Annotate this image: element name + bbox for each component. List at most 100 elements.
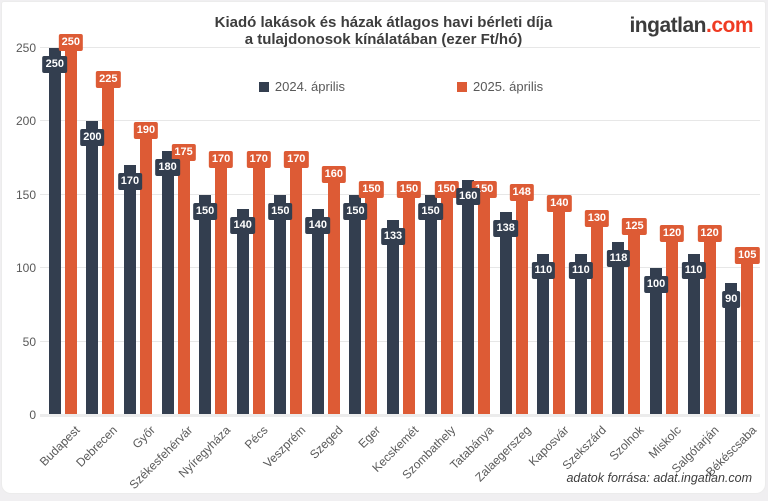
value-label-2025-székesfehérvár: 175 <box>171 144 196 162</box>
bar-group-debrecen: 225 200 Debrecen <box>74 48 121 470</box>
bar-2024-zalaegerszeg <box>499 212 512 415</box>
bar-2025-szeged <box>327 180 340 415</box>
bar-2024-szeged <box>311 209 324 415</box>
source-note: adatok forrása: adat.ingatlan.com <box>566 471 752 485</box>
x-label-győr: Győr <box>129 423 158 452</box>
logo-suffix-text: .com <box>705 14 754 37</box>
value-label-2025-kecskemét: 150 <box>396 180 422 198</box>
value-label-2025-szolnok: 125 <box>622 217 647 235</box>
bar-2025-székesfehérvár <box>177 158 190 415</box>
value-label-2025-veszprém: 170 <box>284 151 309 169</box>
bar-2024-tatabánya <box>462 180 475 415</box>
value-label-2024-székesfehérvár: 180 <box>155 158 180 176</box>
bar-2025-tatabánya <box>478 194 491 415</box>
bar-2025-eger <box>365 194 378 415</box>
value-label-2025-kaposvár: 140 <box>547 195 572 213</box>
legend-label-2024: 2024. április <box>274 79 345 94</box>
value-label-2025-szekszárd: 130 <box>584 210 610 228</box>
bar-2024-szombathely <box>424 194 437 415</box>
legend: 2024. április 2025. április <box>44 79 758 94</box>
value-label-2024-debrecen: 200 <box>80 129 105 147</box>
bar-2024-salgótarján <box>687 253 700 415</box>
value-label-2025-salgótarján: 120 <box>697 224 722 242</box>
value-label-2024-kaposvár: 110 <box>531 261 556 279</box>
gridline-50 <box>40 340 760 342</box>
plot-area: 2024. április 2025. április 250 250 Budape… <box>16 34 760 492</box>
value-label-2025-békéscsaba: 105 <box>735 246 760 264</box>
y-tick-50: 50 <box>22 334 36 349</box>
bar-2025-szombathely <box>440 194 453 415</box>
bar-2025-békéscsaba <box>741 260 754 415</box>
bar-group-zalaegerszeg: 148 138 Zalaegerszeg <box>472 48 534 484</box>
bar-group-békéscsaba: 105 90 Békéscsaba <box>703 48 760 479</box>
value-label-2024-kecskemét: 133 <box>380 227 406 245</box>
chart-title-line2: a tulajdonosok kínálatában (ezer Ft/hó) <box>244 31 523 48</box>
value-label-2025-budapest: 250 <box>58 34 83 51</box>
bar-group-székesfehérvár: 175 180 Székesfehérvár <box>127 48 196 492</box>
legend-swatch-2025 <box>457 81 467 92</box>
y-tick-200: 200 <box>15 114 36 129</box>
x-label-pécs: Pécs <box>241 423 271 452</box>
value-label-2024-nyíregyháza: 150 <box>192 202 218 220</box>
bar-2025-debrecen <box>102 84 115 415</box>
bar-2025-salgótarján <box>703 238 716 415</box>
bar-group-szekszárd: 130 110 Szekszárd <box>559 48 610 473</box>
bar-group-salgótarján: 120 110 Salgótarján <box>669 48 722 476</box>
bar-2024-nyíregyháza <box>199 194 212 415</box>
bar-2024-pécs <box>236 209 249 415</box>
value-label-2024-salgótarján: 110 <box>681 261 706 279</box>
value-label-2025-miskolc: 120 <box>659 224 685 242</box>
x-label-szolnok: Szolnok <box>606 423 647 464</box>
bar-group-pécs: 170 140 Pécs <box>230 48 271 452</box>
bar-2025-kecskemét <box>402 194 415 415</box>
bar-2024-miskolc <box>650 268 663 415</box>
bar-2024-székesfehérvár <box>161 150 174 415</box>
bar-2024-debrecen <box>86 121 99 415</box>
value-label-2025-debrecen: 225 <box>96 70 121 88</box>
bar-2025-miskolc <box>666 238 679 415</box>
bar-2024-győr <box>123 165 136 415</box>
value-label-2024-budapest: 250 <box>42 56 67 73</box>
legend-item-2025: 2025. április <box>457 79 543 94</box>
value-label-2025-szeged: 160 <box>321 166 347 184</box>
bar-2025-zalaegerszeg <box>515 197 528 415</box>
bar-2024-kecskemét <box>387 219 399 415</box>
bar-group-kecskemét: 150 133 Kecskemét <box>369 48 422 475</box>
value-label-2025-nyíregyháza: 170 <box>208 151 234 169</box>
bar-2024-szolnok <box>612 241 625 415</box>
bar-group-kaposvár: 140 110 Kaposvár <box>525 48 572 469</box>
bar-2025-pécs <box>252 165 265 415</box>
chart-title-line1: Kiadó lakások és házak átlagos havi bérl… <box>214 14 553 31</box>
bar-2025-szekszárd <box>590 224 603 415</box>
legend-item-2024: 2024. április <box>258 79 345 94</box>
value-label-2024-miskolc: 100 <box>643 276 669 294</box>
value-label-2024-szolnok: 118 <box>606 249 631 267</box>
bar-group-veszprém: 170 150 Veszprém <box>261 48 309 471</box>
bar-group-eger: 150 150 Eger <box>343 48 384 451</box>
bar-group-tatabánya: 150 160 Tatabánya <box>447 48 497 472</box>
y-tick-150: 150 <box>15 187 36 202</box>
legend-label-2025: 2025. április <box>473 79 544 94</box>
y-tick-100: 100 <box>15 261 36 276</box>
value-label-2024-veszprém: 150 <box>268 202 293 220</box>
bar-2025-kaposvár <box>553 209 566 415</box>
value-label-2024-győr: 170 <box>117 173 143 191</box>
bar-group-győr: 190 170 Győr <box>117 48 159 451</box>
bar-group-szolnok: 125 118 Szolnok <box>606 48 647 463</box>
value-label-2024-eger: 150 <box>343 202 368 220</box>
value-label-2024-szeged: 140 <box>305 217 331 235</box>
value-label-2025-pécs: 170 <box>246 151 271 169</box>
value-label-2024-békéscsaba: 90 <box>722 290 741 308</box>
bar-group-nyíregyháza: 170 150 Nyíregyháza <box>175 48 234 481</box>
bar-2025-győr <box>139 136 152 415</box>
value-label-2024-tatabánya: 160 <box>455 188 481 206</box>
bar-2025-budapest <box>64 48 77 415</box>
value-label-2024-szekszárd: 110 <box>569 261 593 279</box>
value-label-2024-szombathely: 150 <box>418 202 443 220</box>
ingatlan-logo: ingatlan.com <box>629 14 753 38</box>
bar-2024-szekszárd <box>574 253 587 415</box>
y-tick-250: 250 <box>15 41 36 55</box>
x-axis-line <box>40 414 760 417</box>
value-label-2025-szombathely: 150 <box>434 180 459 198</box>
